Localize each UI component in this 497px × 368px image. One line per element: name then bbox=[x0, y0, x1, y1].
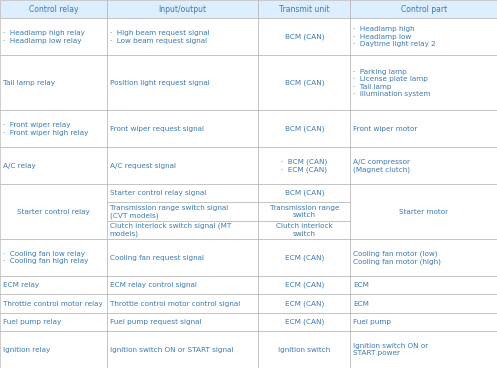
Bar bbox=[107, 239, 258, 276]
Bar bbox=[0, 55, 107, 110]
Bar bbox=[350, 110, 497, 147]
Text: Fuel pump relay: Fuel pump relay bbox=[3, 319, 61, 325]
Text: Cooling fan motor (low)
Cooling fan motor (high): Cooling fan motor (low) Cooling fan moto… bbox=[353, 250, 441, 265]
Bar bbox=[258, 147, 350, 184]
Text: BCM (CAN): BCM (CAN) bbox=[285, 125, 324, 132]
Text: ECM relay control signal: ECM relay control signal bbox=[110, 282, 197, 288]
Bar bbox=[258, 276, 350, 294]
Bar bbox=[258, 294, 350, 313]
Text: ·  Cooling fan low relay
·  Cooling fan high relay: · Cooling fan low relay · Cooling fan hi… bbox=[3, 251, 88, 264]
Text: ECM relay: ECM relay bbox=[3, 282, 39, 288]
Bar bbox=[0, 294, 107, 313]
Bar bbox=[107, 110, 258, 147]
Bar bbox=[350, 313, 497, 331]
Text: Transmit unit: Transmit unit bbox=[279, 5, 330, 14]
Bar bbox=[258, 239, 350, 276]
Text: BCM (CAN): BCM (CAN) bbox=[285, 79, 324, 86]
Text: ECM (CAN): ECM (CAN) bbox=[285, 254, 324, 261]
Text: Starter control relay signal: Starter control relay signal bbox=[110, 190, 206, 196]
Bar bbox=[107, 331, 258, 368]
Bar bbox=[107, 55, 258, 110]
Text: Transmission range
switch: Transmission range switch bbox=[270, 205, 339, 218]
Text: ·  Headlamp high
·  Headlamp low
·  Daytime light relay 2: · Headlamp high · Headlamp low · Daytime… bbox=[353, 26, 436, 47]
Text: Ignition switch ON or
START power: Ignition switch ON or START power bbox=[353, 343, 428, 356]
Text: Starter control relay: Starter control relay bbox=[17, 209, 90, 215]
Text: Transmission range switch signal
(CVT models): Transmission range switch signal (CVT mo… bbox=[110, 205, 228, 219]
Text: Throttle control motor relay: Throttle control motor relay bbox=[3, 301, 103, 307]
Text: Fuel pump: Fuel pump bbox=[353, 319, 391, 325]
Bar bbox=[107, 0, 258, 18]
Bar bbox=[107, 294, 258, 313]
Text: ECM: ECM bbox=[353, 301, 369, 307]
Bar bbox=[0, 110, 107, 147]
Text: ECM: ECM bbox=[353, 282, 369, 288]
Text: ·  BCM (CAN)
·  ECM (CAN): · BCM (CAN) · ECM (CAN) bbox=[281, 158, 328, 173]
Bar bbox=[0, 18, 107, 55]
Bar bbox=[0, 331, 107, 368]
Bar bbox=[258, 313, 350, 331]
Text: BCM (CAN): BCM (CAN) bbox=[285, 190, 324, 197]
Bar bbox=[350, 239, 497, 276]
Bar bbox=[350, 276, 497, 294]
Bar bbox=[350, 184, 497, 239]
Bar bbox=[107, 276, 258, 294]
Text: Cooling fan request signal: Cooling fan request signal bbox=[110, 255, 204, 261]
Bar bbox=[350, 0, 497, 18]
Bar bbox=[107, 184, 258, 202]
Text: ECM (CAN): ECM (CAN) bbox=[285, 282, 324, 289]
Bar bbox=[0, 239, 107, 276]
Text: Tail lamp relay: Tail lamp relay bbox=[3, 80, 55, 86]
Bar bbox=[258, 110, 350, 147]
Bar bbox=[107, 18, 258, 55]
Bar bbox=[107, 221, 258, 239]
Text: Clutch interlock
switch: Clutch interlock switch bbox=[276, 223, 333, 237]
Bar bbox=[350, 18, 497, 55]
Bar bbox=[350, 331, 497, 368]
Text: Front wiper motor: Front wiper motor bbox=[353, 126, 418, 132]
Bar bbox=[350, 147, 497, 184]
Text: ·  Front wiper relay
·  Front wiper high relay: · Front wiper relay · Front wiper high r… bbox=[3, 122, 88, 135]
Bar bbox=[0, 147, 107, 184]
Bar bbox=[350, 294, 497, 313]
Bar bbox=[0, 0, 107, 18]
Text: BCM (CAN): BCM (CAN) bbox=[285, 33, 324, 40]
Text: Throttle control motor control signal: Throttle control motor control signal bbox=[110, 301, 240, 307]
Text: A/C relay: A/C relay bbox=[3, 163, 36, 169]
Bar bbox=[258, 18, 350, 55]
Bar bbox=[258, 221, 350, 239]
Text: A/C compressor
(Magnet clutch): A/C compressor (Magnet clutch) bbox=[353, 159, 411, 173]
Bar bbox=[0, 184, 107, 239]
Text: Fuel pump request signal: Fuel pump request signal bbox=[110, 319, 201, 325]
Text: Input/output: Input/output bbox=[159, 5, 207, 14]
Bar bbox=[258, 184, 350, 202]
Bar bbox=[350, 55, 497, 110]
Text: Ignition switch: Ignition switch bbox=[278, 347, 331, 353]
Bar bbox=[107, 147, 258, 184]
Bar bbox=[107, 202, 258, 221]
Text: ECM (CAN): ECM (CAN) bbox=[285, 300, 324, 307]
Text: ·  High beam request signal
·  Low beam request signal: · High beam request signal · Low beam re… bbox=[110, 30, 209, 43]
Bar bbox=[258, 331, 350, 368]
Text: Ignition relay: Ignition relay bbox=[3, 347, 50, 353]
Text: ·  Parking lamp
·  License plate lamp
·  Tail lamp
·  Illumination system: · Parking lamp · License plate lamp · Ta… bbox=[353, 68, 431, 97]
Bar bbox=[258, 0, 350, 18]
Text: Control part: Control part bbox=[401, 5, 447, 14]
Text: Starter motor: Starter motor bbox=[399, 209, 448, 215]
Text: Front wiper request signal: Front wiper request signal bbox=[110, 126, 204, 132]
Text: ·  Headlamp high relay
·  Headlamp low relay: · Headlamp high relay · Headlamp low rel… bbox=[3, 30, 85, 43]
Bar bbox=[107, 313, 258, 331]
Text: Position light request signal: Position light request signal bbox=[110, 80, 210, 86]
Bar bbox=[0, 313, 107, 331]
Text: Clutch interlock switch signal (MT
models): Clutch interlock switch signal (MT model… bbox=[110, 223, 231, 237]
Text: A/C request signal: A/C request signal bbox=[110, 163, 176, 169]
Bar bbox=[258, 202, 350, 221]
Text: Control relay: Control relay bbox=[29, 5, 78, 14]
Text: ECM (CAN): ECM (CAN) bbox=[285, 319, 324, 325]
Bar bbox=[258, 55, 350, 110]
Bar bbox=[0, 276, 107, 294]
Text: Ignition switch ON or START signal: Ignition switch ON or START signal bbox=[110, 347, 233, 353]
